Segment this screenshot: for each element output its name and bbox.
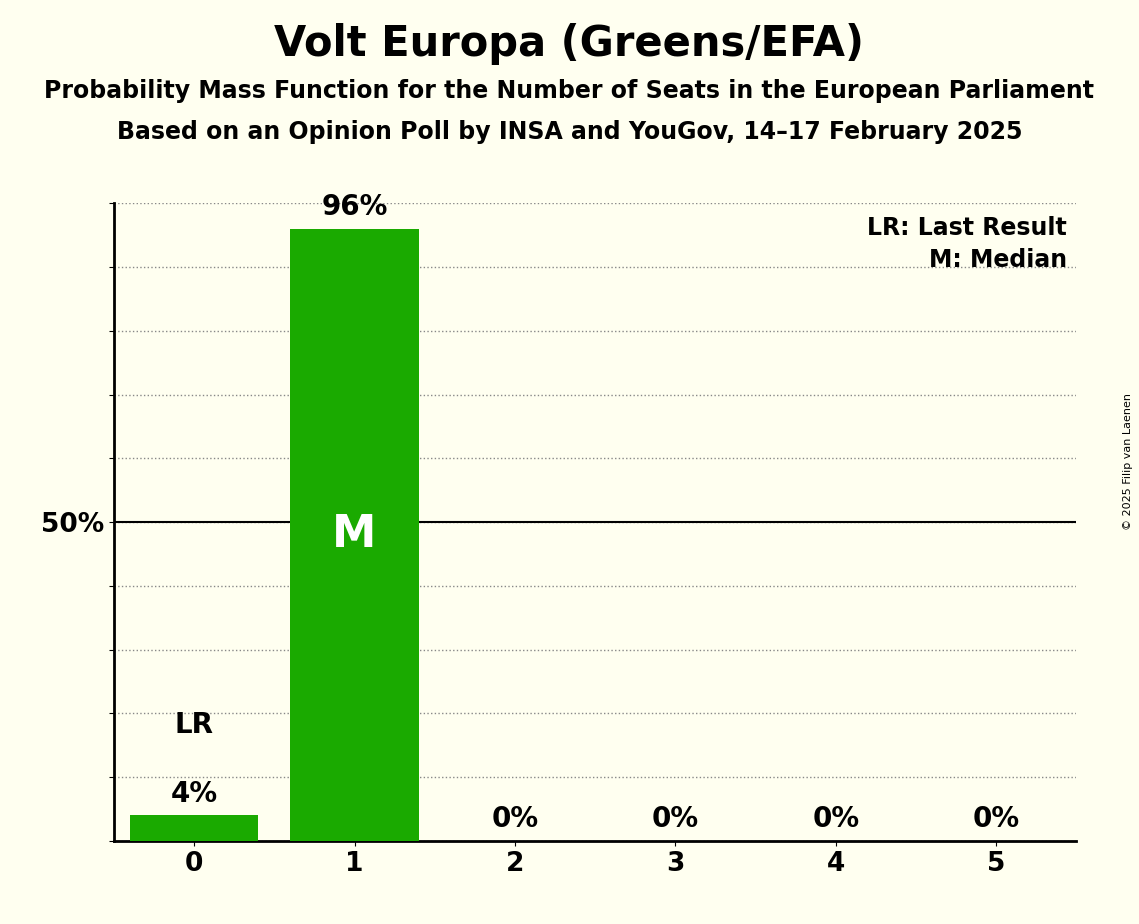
- Text: 0%: 0%: [652, 805, 699, 833]
- Text: Probability Mass Function for the Number of Seats in the European Parliament: Probability Mass Function for the Number…: [44, 79, 1095, 103]
- Text: M: Median: M: Median: [928, 248, 1067, 272]
- Text: LR: Last Result: LR: Last Result: [867, 216, 1067, 240]
- Text: LR: LR: [174, 711, 214, 739]
- Bar: [290, 229, 419, 841]
- Bar: [130, 815, 259, 841]
- Text: Based on an Opinion Poll by INSA and YouGov, 14–17 February 2025: Based on an Opinion Poll by INSA and You…: [117, 120, 1022, 144]
- Text: Volt Europa (Greens/EFA): Volt Europa (Greens/EFA): [274, 23, 865, 65]
- Text: 96%: 96%: [321, 193, 387, 221]
- Text: 0%: 0%: [491, 805, 539, 833]
- Text: © 2025 Filip van Laenen: © 2025 Filip van Laenen: [1123, 394, 1133, 530]
- Text: M: M: [333, 514, 377, 556]
- Text: 4%: 4%: [171, 780, 218, 808]
- Text: 0%: 0%: [973, 805, 1019, 833]
- Text: 0%: 0%: [812, 805, 859, 833]
